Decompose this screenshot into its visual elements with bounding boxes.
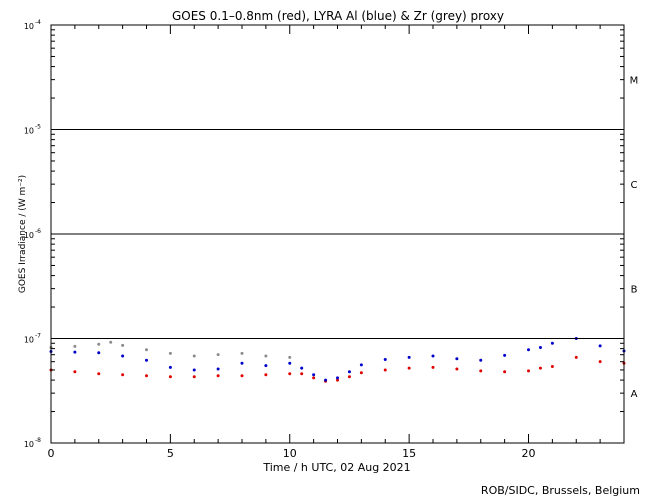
data-point — [288, 361, 292, 365]
data-point — [312, 376, 316, 380]
data-point — [73, 344, 77, 348]
flare-class-label: C — [631, 180, 638, 191]
data-point — [168, 351, 172, 355]
chart-title: GOES 0.1–0.8nm (red), LYRA Al (blue) & Z… — [172, 9, 504, 23]
data-point — [97, 342, 101, 346]
data-point — [550, 341, 554, 345]
flare-class-labels: A B C M — [630, 76, 639, 401]
data-point — [73, 350, 77, 354]
data-point — [240, 361, 244, 365]
x-axis: 0 5 10 15 20 — [48, 25, 625, 460]
data-point — [324, 378, 328, 382]
data-point — [216, 374, 220, 378]
data-point — [407, 366, 411, 370]
data-point — [479, 369, 483, 373]
data-point — [383, 357, 387, 361]
data-point — [574, 355, 578, 359]
data-point — [300, 366, 304, 370]
data-point — [216, 367, 220, 371]
data-point — [264, 364, 268, 368]
data-point — [431, 354, 435, 358]
data-point — [192, 368, 196, 372]
x-tick-label: 20 — [522, 447, 536, 460]
data-point — [121, 373, 125, 377]
data-point — [312, 373, 316, 377]
data-point — [145, 348, 148, 352]
data-point — [109, 340, 113, 344]
data-point — [336, 376, 339, 380]
data-point — [598, 344, 602, 348]
y-axis-label: GOES Irradiance / (W m⁻²) — [18, 175, 28, 293]
data-point — [598, 360, 602, 364]
x-tick-label: 10 — [283, 447, 297, 460]
data-point — [527, 348, 530, 352]
data-point — [455, 367, 459, 371]
y-tick-exponent: -4 — [35, 19, 41, 26]
series-2 — [49, 340, 292, 359]
data-point — [336, 378, 339, 382]
data-point — [264, 373, 268, 377]
data-point — [240, 351, 244, 355]
flare-class-label: M — [630, 76, 639, 87]
x-axis-label: Time / h UTC, 02 Aug 2021 — [262, 461, 410, 474]
data-point — [455, 357, 459, 361]
flare-class-label: A — [631, 389, 638, 400]
data-point — [503, 370, 507, 374]
data-point — [550, 364, 554, 368]
data-point — [407, 355, 411, 359]
y-tick-label: 10 — [24, 22, 34, 31]
data-point — [431, 365, 435, 369]
data-point — [347, 370, 351, 374]
flare-class-label: B — [631, 285, 638, 296]
data-point — [300, 372, 304, 376]
data-point — [73, 370, 77, 374]
y-tick-label: 10 — [24, 127, 34, 136]
y-tick-exponent: -5 — [35, 124, 41, 131]
data-point — [503, 353, 507, 357]
data-point — [192, 354, 196, 358]
x-tick-label: 15 — [402, 447, 416, 460]
credit-text: ROB/SIDC, Brussels, Belgium — [481, 484, 640, 497]
y-tick-exponent: -8 — [35, 437, 41, 444]
data-point — [240, 374, 244, 378]
data-point — [288, 355, 292, 359]
data-point — [538, 346, 542, 350]
y-tick-label: 10 — [24, 231, 34, 240]
data-point — [288, 372, 292, 376]
data-point — [479, 358, 483, 362]
series-layer — [49, 337, 626, 383]
data-point — [359, 371, 363, 375]
data-point — [97, 372, 101, 376]
data-point — [383, 368, 387, 372]
data-point — [145, 358, 148, 362]
data-point — [527, 369, 530, 373]
data-point — [145, 374, 148, 378]
data-point — [97, 351, 101, 355]
data-point — [216, 353, 220, 357]
y-axis: 10-810-710-610-510-4 — [24, 19, 624, 449]
y-tick-label: 10 — [24, 336, 34, 345]
x-tick-label: 5 — [167, 447, 174, 460]
data-point — [538, 366, 542, 370]
data-point — [168, 365, 172, 369]
data-point — [121, 354, 125, 358]
series-1 — [49, 337, 626, 382]
x-tick-label: 0 — [48, 447, 55, 460]
y-tick-label: 10 — [24, 440, 34, 449]
data-point — [192, 375, 196, 379]
flare-level-lines — [51, 129, 624, 339]
y-tick-exponent: -6 — [35, 228, 41, 235]
data-point — [359, 363, 363, 367]
data-point — [347, 375, 351, 379]
y-tick-exponent: -7 — [35, 333, 41, 340]
data-point — [121, 343, 125, 347]
data-point — [168, 375, 172, 379]
data-point — [264, 354, 268, 358]
